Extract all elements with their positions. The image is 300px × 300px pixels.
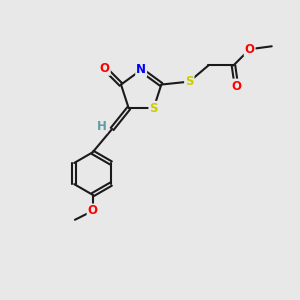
Text: H: H: [97, 119, 107, 133]
Text: O: O: [100, 62, 110, 75]
Text: O: O: [245, 43, 255, 56]
Text: N: N: [136, 63, 146, 76]
Text: O: O: [88, 204, 98, 218]
Text: O: O: [231, 80, 242, 92]
Text: S: S: [149, 102, 158, 115]
Text: S: S: [185, 75, 194, 88]
